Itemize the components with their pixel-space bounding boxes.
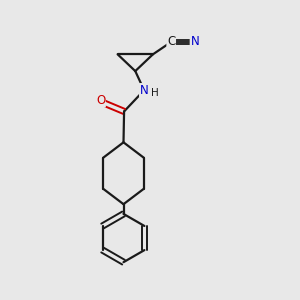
Text: N: N xyxy=(140,84,148,97)
Text: H: H xyxy=(152,88,159,98)
Text: O: O xyxy=(96,94,105,107)
Text: N: N xyxy=(190,35,199,48)
Text: C: C xyxy=(167,35,175,48)
